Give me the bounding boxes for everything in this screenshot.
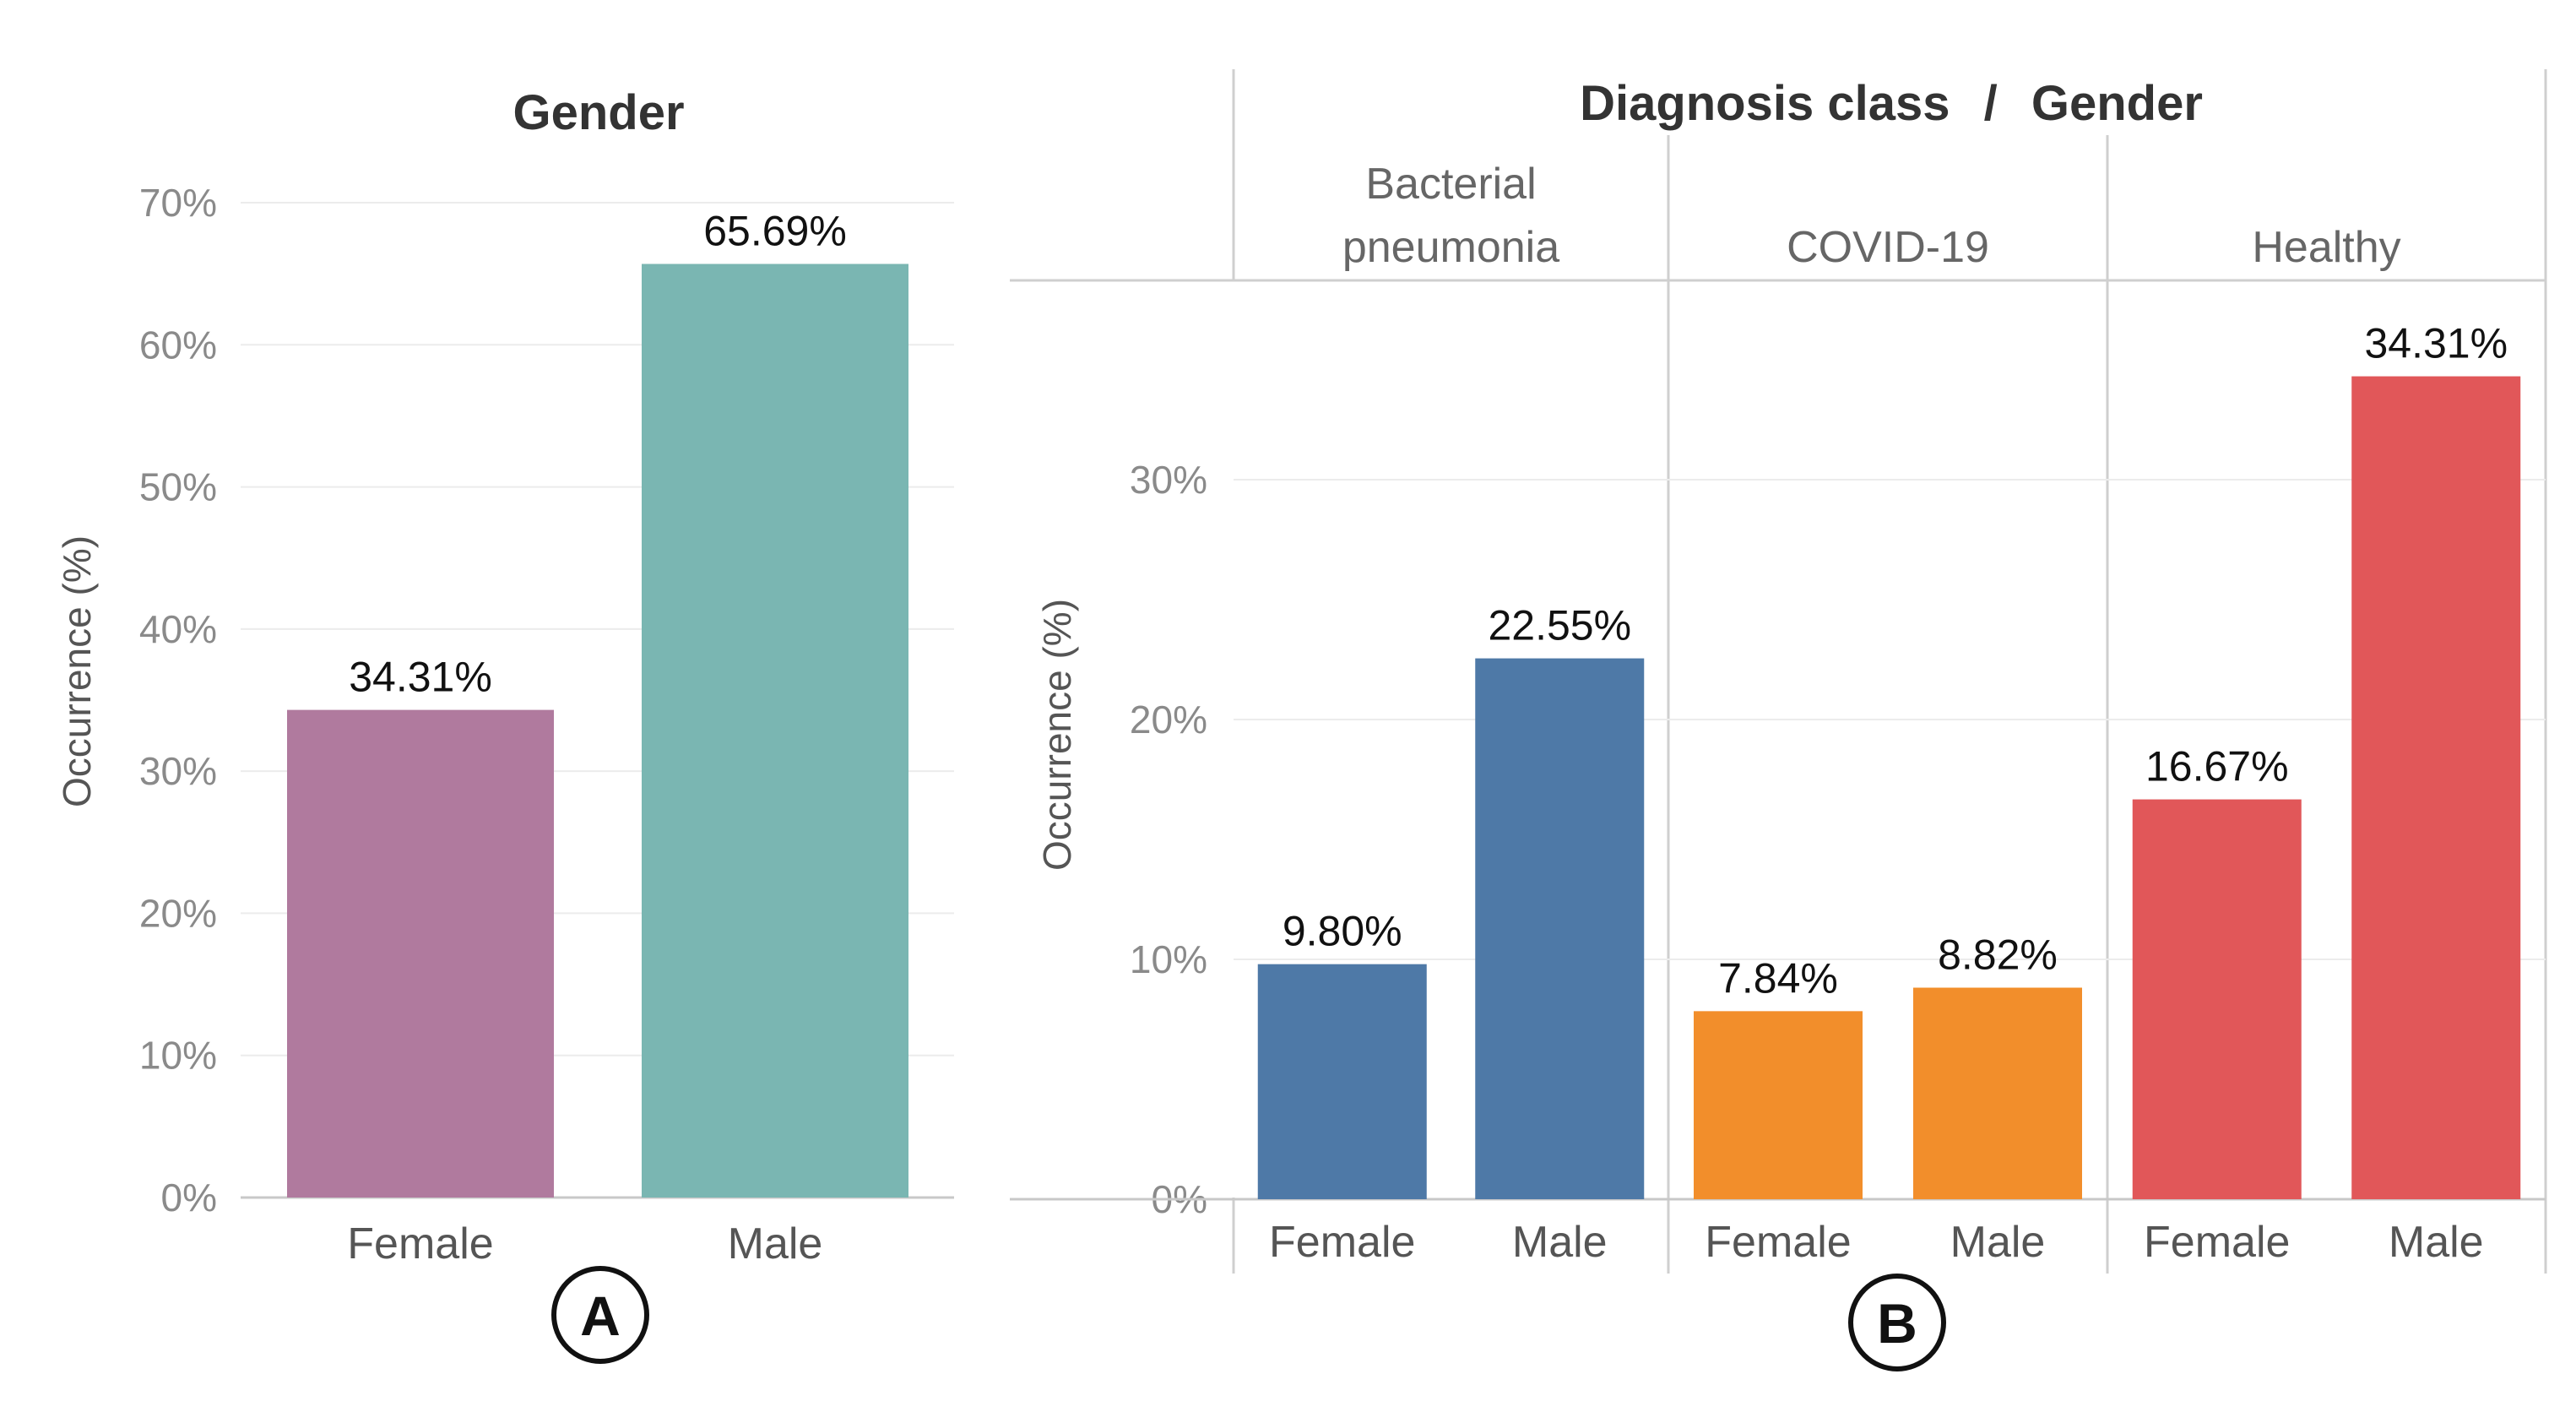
- panel-b-bar: [2351, 376, 2521, 1199]
- panel-b-badge: B: [1848, 1274, 1946, 1371]
- panel-b-data-label: 16.67%: [2145, 743, 2289, 790]
- panel-a-category-label: Male: [728, 1219, 823, 1268]
- panel-b-y-tick-label: 30%: [1130, 458, 1207, 502]
- panel-b-value-labels: 9.80% 22.55% 7.84% 8.82% 16.67% 34.31%: [1283, 320, 2508, 1002]
- panel-a-badge-circle: [551, 1266, 649, 1364]
- panel-a-y-tick-label: 60%: [139, 323, 217, 367]
- panel-b-bar: [1694, 1011, 1863, 1199]
- panel-b-data-label: 8.82%: [1938, 931, 2058, 979]
- panel-a-y-tick-label: 0%: [161, 1176, 217, 1219]
- panel-a-badge: A: [551, 1266, 649, 1364]
- panel-b-group-headers: Bacterial pneumonia COVID-19 Healthy: [1342, 160, 2401, 272]
- panel-a-y-tick-label: 30%: [139, 749, 217, 793]
- panel-a-y-tick-label: 20%: [139, 891, 217, 935]
- panel-b-group-header: pneumonia: [1342, 223, 1559, 272]
- panel-b-bar: [1257, 964, 1427, 1199]
- panel-a-y-tick-label: 10%: [139, 1034, 217, 1078]
- panel-b-category-labels: Female Male Female Male Female Male: [1269, 1218, 2484, 1267]
- panel-b-data-label: 9.80%: [1283, 908, 1402, 955]
- panel-b-y-tick-label: 10%: [1130, 937, 1207, 981]
- panel-b-title-right: Gender: [2031, 76, 2203, 131]
- panel-b-title-left: Diagnosis class: [1580, 76, 1950, 131]
- panel-b-bar: [2132, 799, 2302, 1199]
- panel-a-bar: [287, 709, 554, 1198]
- panel-a-bars: [287, 263, 908, 1198]
- panel-a-y-axis-label: Occurrence (%): [55, 535, 99, 807]
- panel-b-category-label: Female: [1705, 1218, 1851, 1267]
- panel-b-category-label: Male: [1512, 1218, 1608, 1267]
- panel-b-data-label: 22.55%: [1488, 602, 1631, 649]
- panel-a-y-tick-label: 40%: [139, 607, 217, 651]
- panel-b-badge-circle: [1848, 1274, 1946, 1371]
- panel-b-bar: [1475, 658, 1645, 1199]
- panel-b-category-label: Female: [1269, 1218, 1415, 1267]
- panel-b-data-label: 34.31%: [2364, 320, 2508, 367]
- panel-b-y-axis-label: Occurrence (%): [1035, 599, 1079, 871]
- panel-b-y-tick-label: 20%: [1130, 698, 1207, 741]
- panel-b-group-header: COVID-19: [1787, 223, 1989, 272]
- panel-a-y-ticks: 0% 10% 20% 30% 40% 50% 60% 70%: [139, 181, 217, 1219]
- panel-a-data-label: 34.31%: [349, 654, 492, 701]
- panel-b-group-header: Healthy: [2252, 223, 2400, 272]
- panel-b-title: Diagnosis class / Gender: [1580, 76, 2203, 131]
- panel-b-title-separator: /: [1984, 76, 1998, 131]
- panel-b-data-label: 7.84%: [1718, 954, 1838, 1002]
- panel-b-category-label: Female: [2144, 1218, 2290, 1267]
- panel-a: Gender Occurrence (%) 0% 10% 20% 30% 40% 50% 6…: [55, 85, 954, 1364]
- panel-b-bars: [1257, 376, 2521, 1199]
- panel-a-data-label: 65.69%: [703, 208, 847, 255]
- panel-a-y-tick-label: 70%: [139, 181, 217, 225]
- panel-b-y-ticks: 0%10%20%30%: [1130, 458, 1207, 1221]
- panel-b-bar: [1913, 987, 2082, 1199]
- panel-a-category-label: Female: [347, 1219, 493, 1268]
- panel-a-category-labels: Female Male: [347, 1219, 822, 1268]
- panel-b-category-label: Male: [1950, 1218, 2046, 1267]
- panel-a-value-labels: 34.31% 65.69%: [349, 208, 847, 701]
- panel-b: Diagnosis class / Gender Bacterial pneumo…: [1010, 69, 2547, 1371]
- panel-a-title: Gender: [512, 85, 684, 140]
- panel-b-group-header-line1: Bacterial: [1365, 160, 1536, 209]
- panel-a-bar: [642, 263, 908, 1198]
- panel-b-gridlines: [1234, 479, 2546, 960]
- panel-a-badge-letter: A: [580, 1285, 621, 1347]
- panel-a-y-tick-label: 50%: [139, 465, 217, 509]
- panel-b-badge-letter: B: [1877, 1292, 1917, 1355]
- panel-b-category-label: Male: [2389, 1218, 2484, 1267]
